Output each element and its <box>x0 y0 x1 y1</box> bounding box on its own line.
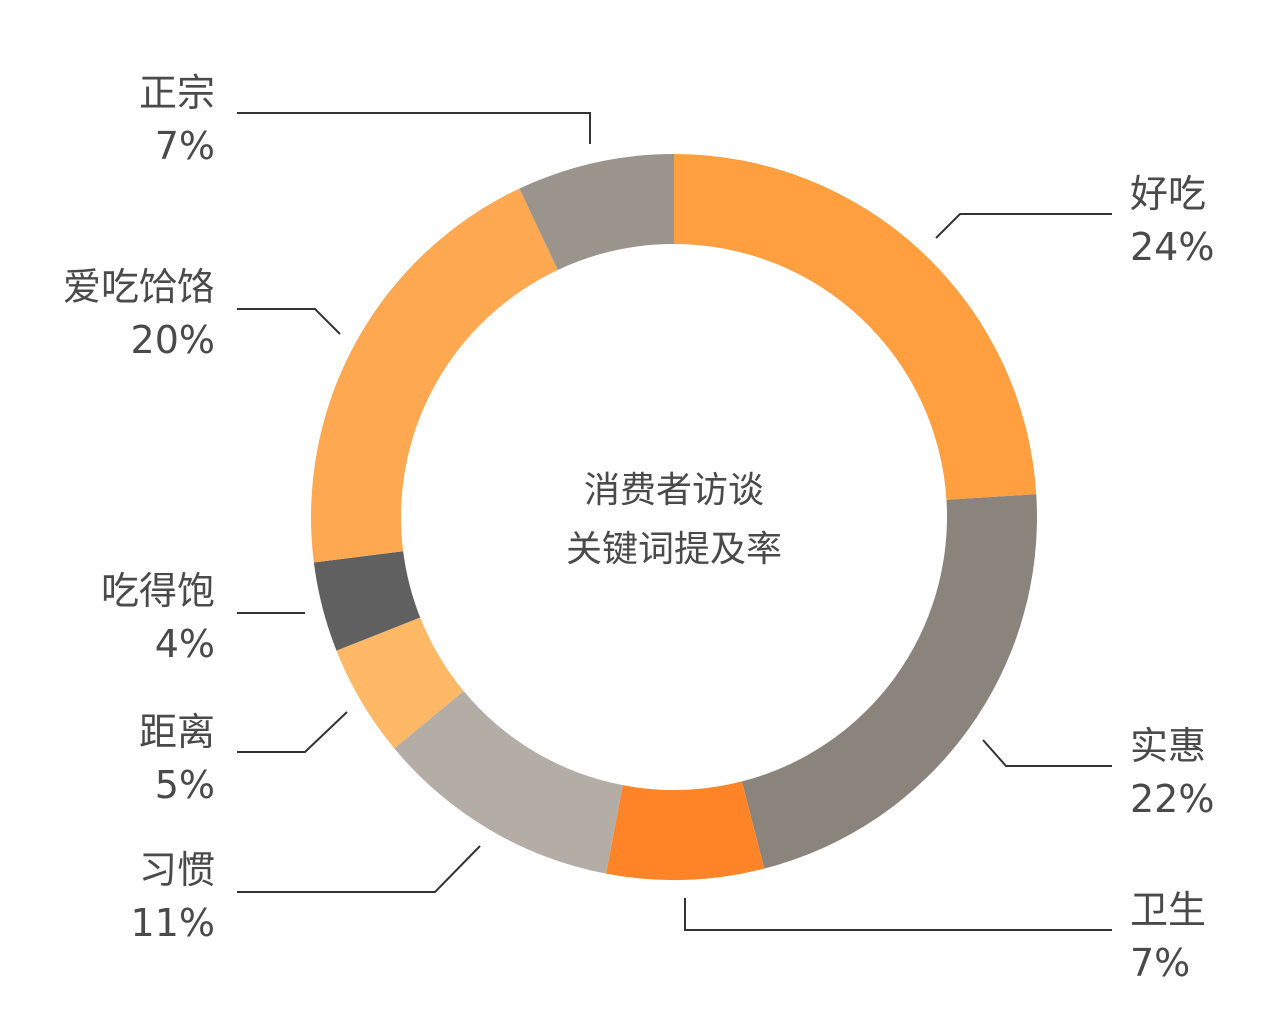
slice-category-label-8: 正宗 <box>139 71 215 115</box>
slice-value-label-2: 22% <box>1130 777 1214 821</box>
leader-line-8 <box>237 112 591 144</box>
slice-value-label-1: 24% <box>1130 225 1214 269</box>
leader-line-5 <box>237 711 348 753</box>
donut-slice-5 <box>336 617 464 749</box>
slice-value-label-3: 7% <box>1130 941 1190 985</box>
donut-slice-7 <box>311 188 558 563</box>
leader-line-2 <box>982 739 1112 767</box>
leader-line-3 <box>684 898 1112 931</box>
slice-value-label-6: 4% <box>155 622 215 666</box>
center-title-line-1: 消费者访谈 <box>584 470 764 511</box>
label-leader-lines <box>237 112 1112 931</box>
slice-category-label-3: 卫生 <box>1130 888 1206 932</box>
donut-slice-3 <box>605 781 765 880</box>
donut-slice-6 <box>313 551 421 651</box>
slice-category-label-7: 爱吃饸饹 <box>63 265 215 309</box>
donut-slice-2 <box>741 494 1037 869</box>
leader-line-4 <box>237 845 481 893</box>
slice-labels: 好吃 24% 实惠 22% 卫生 7% 习惯 11% 距离 5% 吃得饱 4% 爱吃饸饹 20% 正宗 7% <box>63 71 1214 985</box>
slice-value-label-8: 7% <box>155 124 215 168</box>
leader-line-7 <box>237 308 341 335</box>
center-title-line-2: 关键词提及率 <box>566 529 782 570</box>
slice-value-label-4: 11% <box>131 901 215 945</box>
leader-line-1 <box>935 213 1112 239</box>
donut-slice-4 <box>394 691 623 874</box>
donut-slice-1 <box>674 154 1037 500</box>
slice-category-label-6: 吃得饱 <box>101 569 215 613</box>
slice-value-label-7: 20% <box>131 318 215 362</box>
slice-category-label-4: 习惯 <box>139 848 215 892</box>
donut-slice-8 <box>519 154 674 270</box>
slice-value-label-5: 5% <box>155 763 215 807</box>
slice-category-label-5: 距离 <box>139 710 215 754</box>
slice-category-label-1: 好吃 <box>1130 172 1206 216</box>
donut-slices <box>311 154 1037 880</box>
slice-category-label-2: 实惠 <box>1130 724 1206 768</box>
